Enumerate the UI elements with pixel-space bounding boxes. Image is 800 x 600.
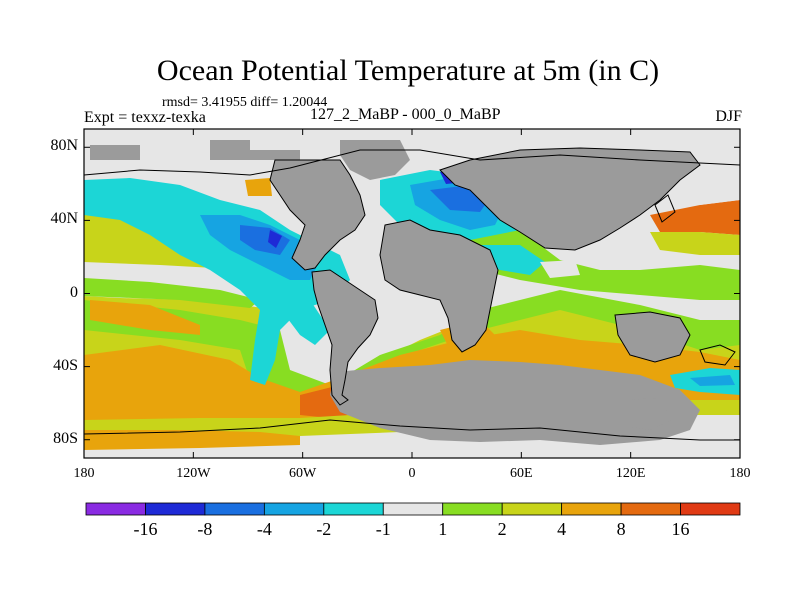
anomaly-w-pacific-orange	[650, 200, 740, 235]
anomaly-pacific-orange	[90, 300, 200, 335]
x-tick-label-4: 60E	[510, 466, 533, 481]
colorbar-label-4: -1	[375, 519, 391, 539]
anomaly-indian-white	[540, 260, 580, 278]
colorbar-swatch-5	[382, 502, 444, 516]
anomaly-n-pacific-cyan	[84, 178, 350, 385]
land-arctic-west	[90, 145, 140, 160]
colorbar-label-3: -2	[316, 519, 332, 539]
anomaly-w-pacific-yellow	[650, 232, 740, 255]
coast-australia	[614, 311, 691, 363]
anomaly-indian-green	[470, 230, 740, 300]
coast-arctic	[84, 149, 740, 176]
colorbar-swatch-7	[501, 502, 563, 516]
colorbar-label-8: 8	[616, 519, 626, 539]
land-south-america	[312, 270, 378, 405]
rmsd-diff-stats: rmsd= 3.41955 diff= 1.20044	[162, 95, 328, 110]
anomaly-n-pacific-orange-spot	[245, 178, 272, 196]
land-antarctica	[330, 360, 700, 445]
land-asia	[440, 148, 700, 250]
x-tick-label-5: 120E	[615, 466, 646, 481]
colorbar-swatch-2	[204, 502, 265, 516]
land-arctic-mid	[210, 140, 300, 160]
x-tick-label-1: 120W	[176, 466, 211, 481]
colorbar-label-9: 16	[671, 519, 690, 539]
anomaly-tropic-green	[84, 278, 260, 308]
colorbar-swatch-0	[85, 502, 146, 516]
x-tick-label-2: 60W	[289, 466, 317, 481]
colorbar	[85, 502, 741, 516]
y-tick-label-0: 0	[70, 283, 78, 301]
y-tick-label-40s: 40S	[53, 356, 78, 374]
colorbar-swatch-8	[561, 502, 622, 516]
coastlines	[84, 147, 740, 441]
anomaly-w-pacific-white	[680, 175, 740, 205]
coast-tasman	[699, 344, 736, 366]
colorbar-swatch-4	[323, 502, 384, 516]
x-tick-label-0: 180	[73, 466, 95, 481]
colorbar-swatch-10	[680, 502, 741, 516]
period-label: 127_2_MaBP - 000_0_MaBP	[310, 106, 501, 123]
colorbar-label-7: 4	[557, 519, 567, 539]
axis-tick-marks	[83, 129, 741, 458]
land-mask	[90, 140, 700, 445]
plot-title: Ocean Potential Temperature at 5m (in C)	[156, 54, 660, 87]
temperature-anomaly-field	[84, 129, 740, 458]
coast-north-america	[269, 159, 366, 271]
x-tick-label-6: 180	[729, 466, 751, 481]
land-antarctic-east	[620, 398, 672, 430]
colorbar-swatch-1	[145, 502, 206, 516]
anomaly-mid-atlantic-white	[350, 255, 380, 285]
y-tick-label-80s: 80S	[53, 429, 78, 447]
colorbar-swatch-9	[620, 502, 681, 516]
coast-japan	[654, 194, 676, 223]
anomaly-eq-pacific-cyan	[280, 290, 330, 345]
colorbar-label-6: 2	[497, 519, 507, 539]
coast-asia	[439, 147, 701, 251]
colorbar-label-0: -16	[133, 519, 158, 539]
land-eurasia-africa	[380, 220, 498, 352]
colorbar-swatch-3	[263, 502, 325, 516]
season-label: DJF	[715, 108, 742, 125]
anomaly-n-pacific-deepblue	[240, 225, 290, 255]
experiment-label: Expt = texxz-texka	[84, 109, 206, 126]
anomaly-n-pacific-dark	[268, 230, 282, 248]
y-tick-label-40n: 40N	[50, 210, 78, 228]
colorbar-swatch-6	[442, 502, 503, 516]
colorbar-label-2: -4	[256, 519, 272, 539]
anomaly-southern-orange	[84, 430, 300, 450]
x-tick-label-3: 0	[408, 466, 416, 481]
land-north-america	[270, 160, 365, 270]
colorbar-label-5: 1	[438, 519, 448, 539]
land-australia	[615, 312, 690, 362]
coast-south-america	[311, 269, 379, 406]
anomaly-s-pacific-blue	[690, 375, 735, 386]
coast-eurasia-africa	[379, 219, 499, 353]
coast-antarctica	[84, 419, 740, 441]
y-tick-label-80n: 80N	[50, 137, 78, 155]
colorbar-label-1: -8	[197, 519, 213, 539]
